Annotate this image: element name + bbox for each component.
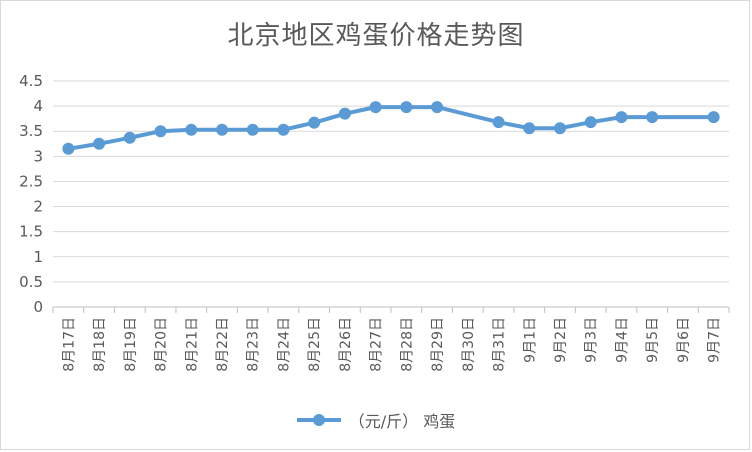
- x-tick-label: 8月19日: [123, 317, 139, 372]
- x-tick-label: 8月22日: [215, 317, 231, 372]
- y-tick-labels: 0 0.5 1 1.5 2 2.5 3 3.5 4 4.5: [19, 72, 43, 316]
- data-point: [492, 116, 505, 129]
- legend-label: （元/斤） 鸡蛋: [348, 412, 456, 431]
- data-point: [338, 107, 351, 120]
- x-tick-label: 9月4日: [614, 317, 630, 363]
- data-point: [584, 116, 597, 129]
- x-tick-labels: 8月17日 8月18日 8月19日 8月20日 8月21日 8月22日 8月23日 8月24日…: [61, 317, 722, 372]
- y-tick-label: 2: [33, 198, 43, 216]
- data-point: [523, 122, 536, 135]
- data-point: [707, 111, 720, 124]
- x-tick-label: 8月26日: [338, 317, 354, 372]
- x-tick-label: 8月23日: [246, 317, 262, 372]
- x-tick-label: 9月6日: [676, 317, 692, 363]
- legend-line-marker-icon: [296, 413, 341, 427]
- x-tick-label: 8月29日: [430, 317, 446, 372]
- x-tick-label: 9月5日: [645, 317, 661, 363]
- data-point: [93, 137, 106, 150]
- x-tick-label: 8月18日: [92, 317, 108, 372]
- y-tick-label: 3.5: [19, 122, 43, 140]
- data-point: [62, 142, 75, 155]
- data-point: [216, 123, 228, 136]
- series-layer: [62, 101, 720, 155]
- data-point: [431, 101, 444, 114]
- data-point: [615, 111, 628, 124]
- data-point: [123, 131, 136, 144]
- x-tick-label: 8月30日: [461, 317, 477, 372]
- data-point: [554, 122, 566, 135]
- x-tick-label: 8月17日: [61, 317, 77, 372]
- x-tick-label: 8月24日: [276, 317, 292, 372]
- data-point: [277, 123, 290, 136]
- y-tick-label: 0: [33, 298, 43, 316]
- data-point: [185, 123, 198, 136]
- x-tick-label: 8月25日: [307, 317, 323, 372]
- x-tick-label: 9月2日: [553, 317, 569, 363]
- data-point: [246, 123, 259, 136]
- x-tick-label: 8月31日: [492, 317, 508, 372]
- y-tick-label: 2.5: [19, 172, 43, 190]
- y-tick-label: 1: [33, 248, 43, 266]
- y-tick-label: 4: [33, 97, 43, 115]
- y-tick-label: 0.5: [19, 273, 43, 291]
- x-tick-label: 9月1日: [522, 317, 538, 363]
- data-point: [400, 101, 413, 114]
- axes: [52, 306, 730, 313]
- x-tick-label: 8月27日: [369, 317, 385, 372]
- gridlines: [53, 80, 729, 283]
- x-tick-label: 8月20日: [154, 317, 170, 372]
- chart-title: 北京地区鸡蛋价格走势图: [227, 21, 525, 51]
- x-tick-label: 9月3日: [584, 317, 600, 363]
- data-point: [308, 116, 321, 129]
- y-tick-label: 4.5: [19, 72, 43, 90]
- data-point: [369, 101, 382, 114]
- x-tick-label: 9月7日: [707, 317, 723, 363]
- y-tick-label: 1.5: [19, 223, 43, 241]
- y-tick-label: 3: [33, 147, 43, 165]
- x-tick-label: 8月21日: [184, 317, 200, 372]
- data-point: [646, 111, 659, 124]
- legend: （元/斤） 鸡蛋: [1, 408, 751, 432]
- data-point: [154, 125, 167, 138]
- x-tick-label: 8月28日: [399, 317, 415, 372]
